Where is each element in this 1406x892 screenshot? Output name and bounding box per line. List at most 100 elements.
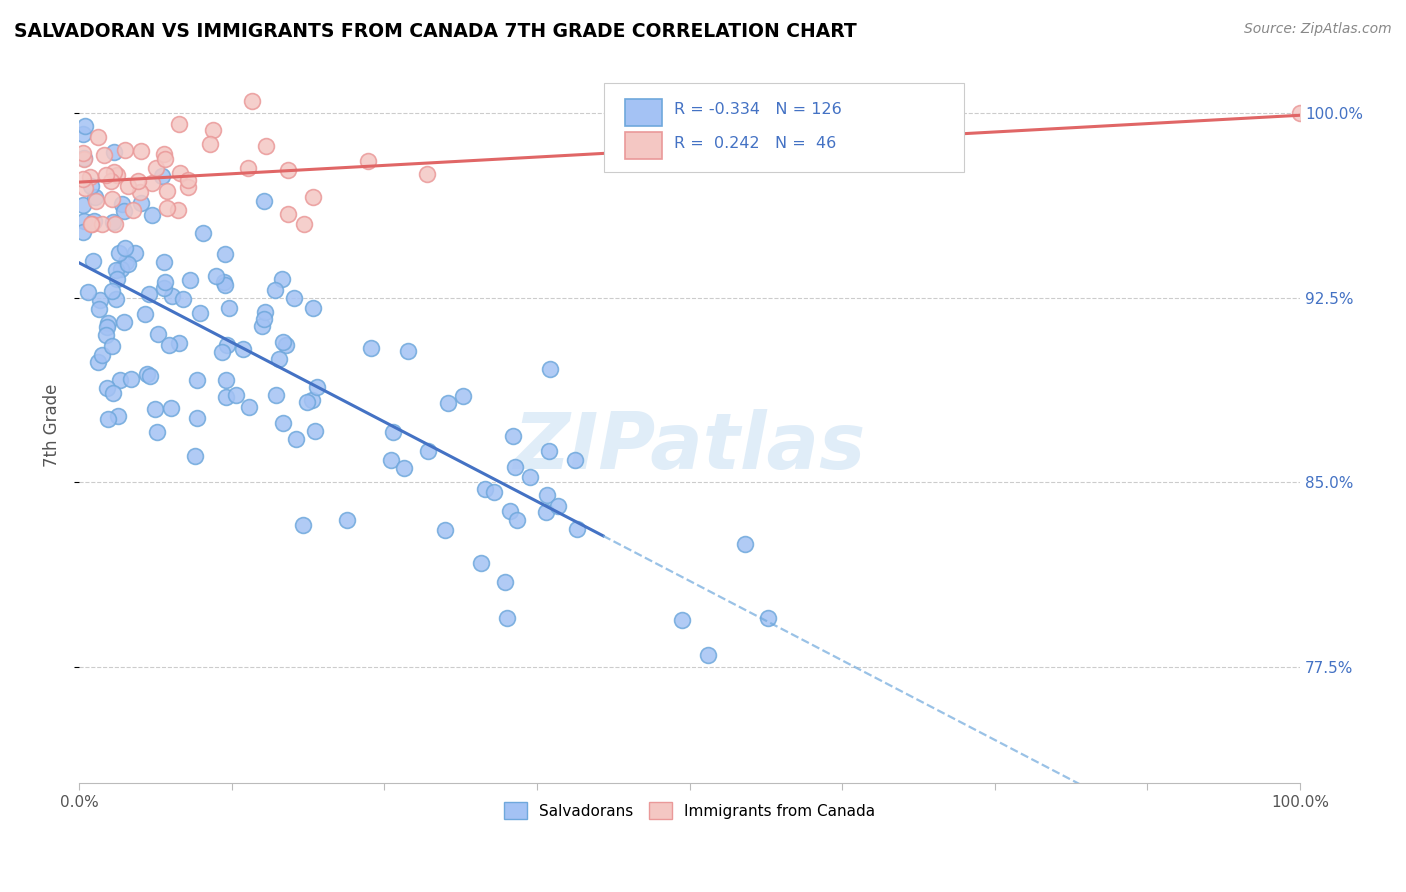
Point — [117, 257, 139, 271]
Point — [336, 513, 359, 527]
Point — [97, 317, 120, 331]
Point — [169, 166, 191, 180]
Point — [141, 176, 163, 190]
Point — [177, 179, 200, 194]
Point — [502, 428, 524, 442]
Point — [138, 287, 160, 301]
Text: SALVADORAN VS IMMIGRANTS FROM CANADA 7TH GRADE CORRELATION CHART: SALVADORAN VS IMMIGRANTS FROM CANADA 7TH… — [14, 22, 856, 41]
Point — [564, 453, 586, 467]
Point — [101, 385, 124, 400]
Point — [271, 272, 294, 286]
Point — [103, 145, 125, 159]
Point — [124, 245, 146, 260]
Point — [127, 174, 149, 188]
Point — [111, 197, 134, 211]
Point — [416, 168, 439, 182]
FancyBboxPatch shape — [624, 132, 661, 160]
Point — [153, 281, 176, 295]
Point — [436, 396, 458, 410]
Point — [416, 443, 439, 458]
Point — [534, 505, 557, 519]
Point — [91, 217, 114, 231]
Point — [82, 254, 104, 268]
Point — [87, 354, 110, 368]
Point — [565, 522, 588, 536]
Point — [143, 402, 166, 417]
Point — [87, 301, 110, 316]
Point — [470, 556, 492, 570]
Point — [141, 208, 163, 222]
FancyBboxPatch shape — [624, 98, 661, 126]
Point — [537, 443, 560, 458]
Point — [392, 461, 415, 475]
Point — [103, 164, 125, 178]
Point — [756, 610, 779, 624]
Point — [254, 139, 277, 153]
Point — [86, 194, 108, 209]
Point — [73, 152, 96, 166]
Point — [80, 179, 103, 194]
Point — [215, 338, 238, 352]
Point — [538, 362, 561, 376]
Point — [357, 153, 380, 168]
Point — [225, 388, 247, 402]
Point — [186, 411, 208, 425]
Point — [156, 184, 179, 198]
Point — [302, 190, 325, 204]
Point — [381, 425, 404, 439]
Point — [253, 194, 276, 209]
Point — [238, 400, 260, 414]
Point — [671, 613, 693, 627]
Point — [105, 271, 128, 285]
Point — [214, 373, 236, 387]
Y-axis label: 7th Grade: 7th Grade — [44, 384, 60, 467]
Point — [120, 372, 142, 386]
Point — [250, 319, 273, 334]
Point — [495, 610, 517, 624]
Point — [104, 262, 127, 277]
Point — [145, 161, 167, 176]
Point — [159, 401, 181, 415]
Point — [186, 373, 208, 387]
Point — [101, 215, 124, 229]
Point — [152, 146, 174, 161]
Point — [277, 162, 299, 177]
Point — [110, 373, 132, 387]
Point — [89, 293, 111, 307]
Point — [155, 275, 177, 289]
Point — [301, 392, 323, 407]
Point — [107, 246, 129, 260]
Point — [696, 648, 718, 662]
Point — [94, 328, 117, 343]
Point — [253, 312, 276, 326]
Point — [453, 389, 475, 403]
Point — [434, 523, 457, 537]
Point — [73, 214, 96, 228]
Point — [87, 130, 110, 145]
Point — [215, 390, 238, 404]
Point — [93, 148, 115, 162]
Point — [150, 169, 173, 183]
Point — [271, 416, 294, 430]
Point — [302, 301, 325, 316]
Point — [214, 247, 236, 261]
Point — [495, 575, 517, 590]
Point — [153, 255, 176, 269]
Point — [499, 504, 522, 518]
Point — [184, 450, 207, 464]
Point — [211, 345, 233, 359]
Point — [139, 368, 162, 383]
Point — [153, 152, 176, 166]
Point — [135, 368, 157, 382]
Point — [503, 460, 526, 475]
Point — [264, 388, 287, 402]
Point — [263, 283, 285, 297]
Point — [114, 144, 136, 158]
Point — [236, 161, 259, 175]
Point — [200, 136, 222, 151]
Point — [129, 185, 152, 199]
Point — [134, 308, 156, 322]
Point — [205, 268, 228, 283]
Point — [305, 380, 328, 394]
Text: R = -0.334   N = 126: R = -0.334 N = 126 — [673, 103, 841, 118]
